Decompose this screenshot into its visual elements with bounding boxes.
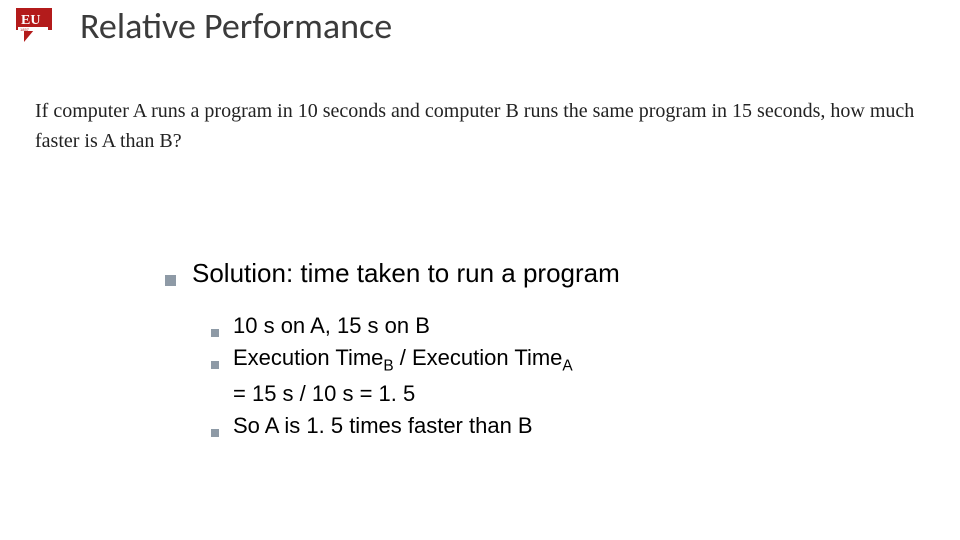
text-fragment: Execution Time xyxy=(233,345,383,370)
subscript: A xyxy=(562,357,572,374)
svg-text:EU: EU xyxy=(21,13,40,28)
solution-sublist: 10 s on A, 15 s on B Execution TimeB / E… xyxy=(211,311,900,440)
item-text: So A is 1. 5 times faster than B xyxy=(233,411,533,441)
subscript: B xyxy=(383,357,393,374)
item-text: Execution TimeB / Execution TimeA xyxy=(233,343,573,377)
list-item: So A is 1. 5 times faster than B xyxy=(211,411,900,441)
bullet-icon xyxy=(211,361,219,369)
bullet-icon xyxy=(211,429,219,437)
solution-body: Solution: time taken to run a program 10… xyxy=(165,258,900,442)
bullet-icon xyxy=(211,329,219,337)
eu-logo: EU 1857 xyxy=(14,6,62,46)
bullet-icon xyxy=(165,275,176,286)
solution-heading: Solution: time taken to run a program xyxy=(165,258,900,289)
text-fragment: / Execution Time xyxy=(394,345,563,370)
item-text: = 15 s / 10 s = 1. 5 xyxy=(233,379,415,409)
slide-title: Relative Performance xyxy=(80,4,392,48)
problem-statement: If computer A runs a program in 10 secon… xyxy=(35,96,925,156)
list-item: 10 s on A, 15 s on B xyxy=(211,311,900,341)
list-item: Execution TimeB / Execution TimeA xyxy=(211,343,900,377)
solution-label: Solution: time taken to run a program xyxy=(192,258,620,289)
svg-text:1857: 1857 xyxy=(20,27,30,32)
slide: EU 1857 Relative Performance If computer… xyxy=(0,0,960,540)
item-text: 10 s on A, 15 s on B xyxy=(233,311,430,341)
list-item: = 15 s / 10 s = 1. 5 xyxy=(211,379,900,409)
